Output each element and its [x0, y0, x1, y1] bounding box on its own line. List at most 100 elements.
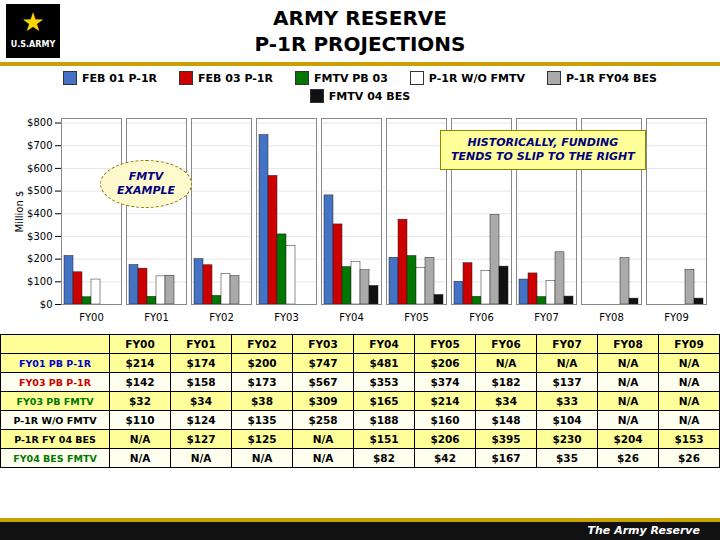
svg-text:FY05: FY05: [404, 312, 429, 323]
html-text:$309: $309: [308, 395, 338, 407]
html-text:FY01 PB P-1R: FY01 PB P-1R: [19, 357, 91, 369]
html-text:$165: $165: [369, 395, 399, 407]
svg-text:FY08: FY08: [599, 312, 624, 323]
svg-text:FY02: FY02: [209, 312, 234, 323]
html-text:FY04 BES FMTV: FY04 BES FMTV: [13, 452, 97, 464]
html-text:N/A: N/A: [495, 357, 517, 369]
html-text:$481: $481: [369, 357, 399, 369]
svg-text:FY03: FY03: [274, 312, 299, 323]
html-text:$148: $148: [491, 414, 521, 426]
html-text:N/A: N/A: [617, 376, 639, 388]
html-text:$214: $214: [125, 357, 155, 369]
html-text:$188: $188: [369, 414, 399, 426]
html-text:$127: $127: [186, 433, 216, 445]
svg-text:FY07: FY07: [534, 312, 559, 323]
html-text:$110: $110: [125, 414, 155, 426]
html-text:$34: $34: [495, 395, 517, 407]
html-text:FMTV PB 03: FMTV PB 03: [314, 71, 388, 85]
html-text:$137: $137: [552, 376, 582, 388]
html-text:$353: $353: [369, 376, 399, 388]
html-text:P-1R PROJECTIONS: P-1R PROJECTIONS: [254, 32, 466, 56]
html-text:$160: $160: [430, 414, 460, 426]
svg-text:FY09: FY09: [664, 312, 689, 323]
html-text:FY08: FY08: [613, 338, 643, 350]
svg-text:$700: $700: [27, 140, 52, 151]
html-text:FEB 01 P-1R: FEB 01 P-1R: [82, 71, 157, 85]
html-text:P-1R W/O FMTV: P-1R W/O FMTV: [13, 414, 97, 426]
html-text:N/A: N/A: [678, 395, 700, 407]
html-text:ARMY RESERVE: ARMY RESERVE: [273, 6, 447, 30]
svg-text:FY01: FY01: [144, 312, 169, 323]
html-text:FY09: FY09: [674, 338, 704, 350]
html-text:P-1R W/O FMTV: P-1R W/O FMTV: [428, 71, 526, 85]
html-text:N/A: N/A: [556, 357, 578, 369]
html-text:The Army Reserve: The Army Reserve: [587, 524, 700, 537]
html-text:$204: $204: [613, 433, 643, 445]
html-text:$173: $173: [247, 376, 277, 388]
html-text:FY03: FY03: [308, 338, 338, 350]
html-text:$158: $158: [186, 376, 216, 388]
html-text:FMTV 04 BES: FMTV 04 BES: [328, 89, 411, 103]
html-text:FY06: FY06: [491, 338, 521, 350]
html-text:$153: $153: [674, 433, 704, 445]
html-text:N/A: N/A: [251, 452, 273, 464]
html-text:$395: $395: [491, 433, 521, 445]
html-text:$200: $200: [247, 357, 277, 369]
svg-text:$800: $800: [27, 117, 52, 128]
html-text:$206: $206: [430, 357, 460, 369]
html-text:$182: $182: [491, 376, 521, 388]
html-text:$567: $567: [308, 376, 338, 388]
svg-text:$600: $600: [27, 163, 52, 174]
html-text:FMTV EXAMPLE: FMTV EXAMPLE: [117, 170, 175, 197]
html-text:$135: $135: [247, 414, 277, 426]
html-text:$214: $214: [430, 395, 460, 407]
svg-text:FY04: FY04: [339, 312, 364, 323]
html-text:N/A: N/A: [190, 452, 212, 464]
html-text:$151: $151: [369, 433, 399, 445]
html-text:$104: $104: [552, 414, 582, 426]
html-text:$32: $32: [129, 395, 151, 407]
html-text:FEB 03 P-1R: FEB 03 P-1R: [198, 71, 273, 85]
html-text:$230: $230: [552, 433, 582, 445]
svg-text:$0: $0: [40, 299, 53, 310]
html-text:$142: $142: [125, 376, 155, 388]
html-text:HISTORICALLY, FUNDING TENDS TO: HISTORICALLY, FUNDING TENDS TO SLIP TO T…: [451, 136, 635, 163]
html-text:P-1R FY 04 BES: P-1R FY 04 BES: [14, 433, 96, 445]
svg-text:$300: $300: [27, 231, 52, 242]
html-text:N/A: N/A: [617, 395, 639, 407]
html-text:$258: $258: [308, 414, 338, 426]
html-text:P-1R FY04 BES: P-1R FY04 BES: [566, 71, 657, 85]
html-text:FY07: FY07: [552, 338, 582, 350]
html-text:$34: $34: [190, 395, 212, 407]
html-text:N/A: N/A: [129, 452, 151, 464]
html-text:FY03 PB P-1R: FY03 PB P-1R: [19, 376, 91, 388]
html-text:FY04: FY04: [369, 338, 399, 350]
html-text:N/A: N/A: [617, 357, 639, 369]
html-text:FY02: FY02: [247, 338, 277, 350]
html-text:$206: $206: [430, 433, 460, 445]
html-text:$38: $38: [251, 395, 273, 407]
html-text:$174: $174: [186, 357, 216, 369]
svg-text:$200: $200: [27, 253, 52, 264]
html-text:FY00: FY00: [125, 338, 155, 350]
html-text:N/A: N/A: [312, 433, 334, 445]
svg-text:Million $: Million $: [14, 191, 25, 233]
svg-text:FY00: FY00: [79, 312, 104, 323]
html-text:FY01: FY01: [186, 338, 216, 350]
html-text:N/A: N/A: [678, 376, 700, 388]
svg-text:$500: $500: [27, 185, 52, 196]
html-text:$747: $747: [308, 357, 338, 369]
svg-text:$400: $400: [27, 208, 52, 219]
html-text:$124: $124: [186, 414, 216, 426]
html-text:N/A: N/A: [129, 433, 151, 445]
html-text:$33: $33: [556, 395, 578, 407]
html-text:$125: $125: [247, 433, 277, 445]
html-text:FY03 PB FMTV: FY03 PB FMTV: [16, 395, 94, 407]
html-text:N/A: N/A: [678, 357, 700, 369]
html-text:FY05: FY05: [430, 338, 460, 350]
html-text:N/A: N/A: [617, 414, 639, 426]
html-text:$374: $374: [430, 376, 460, 388]
svg-text:$100: $100: [27, 276, 52, 287]
svg-text:FY06: FY06: [469, 312, 494, 323]
html-text:N/A: N/A: [678, 414, 700, 426]
